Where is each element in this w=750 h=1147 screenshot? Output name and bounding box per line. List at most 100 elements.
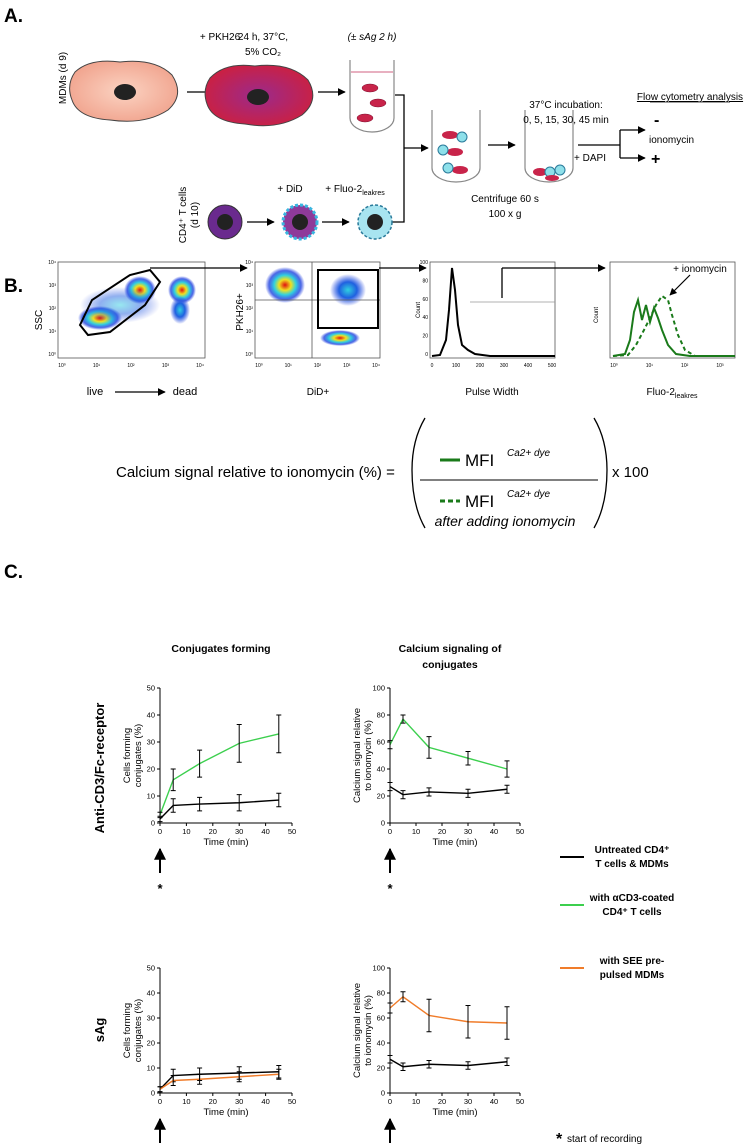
error-bar (236, 794, 242, 812)
tick-label: 10¹ (646, 363, 654, 369)
step-label: Flow cytometry analysis (637, 92, 743, 103)
error-bar (465, 1061, 471, 1070)
error-bar (236, 723, 242, 763)
histogram (431, 267, 555, 357)
x-tick-label: 40 (490, 827, 498, 836)
tick-label: 20 (422, 334, 428, 340)
tick-label: 10³ (343, 363, 351, 369)
tube (524, 110, 574, 183)
error-bar (465, 1005, 471, 1039)
formula: Calcium signal relative to ionomycin (%)… (116, 417, 649, 529)
error-bar (157, 1086, 163, 1093)
legend-label: with SEE pre- (599, 956, 664, 967)
y-axis-label: Calcium signal relative (352, 708, 363, 803)
y-tick-label: 20 (377, 1064, 385, 1073)
chart: 0 20 40 60 80 100 0 10 20 30 40 50 Time (min) Calcium… (352, 643, 524, 896)
x-tick-label: 10 (412, 827, 420, 836)
x-tick-label: 50 (288, 827, 296, 836)
error-bar (400, 1062, 406, 1071)
y-axis-label: Cells forming (122, 728, 133, 783)
axis-label: Count (416, 302, 422, 318)
x-axis-label: Time (min) (432, 837, 477, 848)
y-tick-label: 50 (147, 684, 155, 693)
error-bar (387, 782, 393, 792)
y-tick-label: 80 (377, 711, 385, 720)
x-tick-label: 0 (158, 827, 162, 836)
gate (317, 269, 379, 329)
tick-label: 10⁴ (48, 260, 56, 266)
tick-label: 500 (548, 363, 557, 369)
step-label: (± sAg 2 h) (348, 32, 397, 43)
x-axis-label: Time (min) (203, 837, 248, 848)
subscript: leakres (362, 190, 385, 197)
tick-label: 10⁴ (196, 363, 204, 369)
series-line (389, 717, 508, 770)
series-line (159, 799, 279, 820)
tick-label: 100 (420, 260, 429, 266)
tick-label: 10¹ (285, 363, 293, 369)
y-tick-label: 0 (381, 819, 385, 828)
step-label: + DAPI (574, 153, 606, 164)
nucleus (292, 214, 308, 230)
density (78, 276, 196, 330)
tick-label: 10² (681, 363, 689, 369)
annotation: + ionomycin (673, 264, 727, 275)
panel-a: A. MDMs (d 9) + PKH26 24 h, 37°C, 5% CO₂… (4, 6, 743, 243)
y-tick-label: 50 (147, 964, 155, 973)
y-axis-label: Calcium signal relative (352, 983, 363, 1078)
x-axis-label: Time (min) (432, 1107, 477, 1118)
formula-text: after adding ionomycin (435, 513, 576, 529)
error-bar (197, 749, 203, 778)
nucleus (367, 214, 383, 230)
error-bar (465, 788, 471, 798)
gate (78, 268, 162, 337)
tick-label: 0 (431, 363, 434, 369)
tube (349, 60, 395, 133)
tick-label: 0 (425, 352, 428, 358)
error-bar (504, 784, 510, 794)
tick-label: 10³ (246, 283, 254, 289)
error-bar (426, 998, 432, 1033)
y-tick-label: 10 (147, 1064, 155, 1073)
text: Fluo-2 (647, 387, 676, 398)
x-tick-label: 20 (209, 827, 217, 836)
tcell-label: CD4⁺ T cells (178, 187, 189, 244)
paren (593, 417, 608, 529)
step-label: ionomycin (649, 135, 694, 146)
x-tick-label: 30 (235, 1097, 243, 1106)
error-bar (276, 792, 282, 808)
tick-label: 10⁰ (58, 363, 66, 369)
y-tick-label: 20 (377, 792, 385, 801)
sign: - (654, 112, 659, 129)
tick-label: 60 (422, 297, 428, 303)
panel-c: C. Anti-CD3/Fc-receptor sAg * start of r… (4, 562, 674, 1147)
step-label: 37°C incubation: (529, 100, 603, 111)
y-tick-label: 100 (372, 684, 385, 693)
tick-label: 10² (246, 306, 254, 312)
tick-label: 10⁴ (372, 363, 380, 369)
y-axis-label: to ionomycin (%) (363, 720, 374, 791)
y-tick-label: 40 (377, 765, 385, 774)
series-line (159, 1073, 279, 1090)
legend-label: with αCD3-coated (589, 893, 675, 904)
error-bar (276, 714, 282, 754)
y-tick-label: 40 (147, 711, 155, 720)
nucleus (114, 84, 136, 100)
plot-frame (57, 261, 206, 359)
chart-title: Conjugates forming (171, 643, 270, 655)
axis-label: DiD+ (307, 387, 330, 398)
y-tick-label: 80 (377, 989, 385, 998)
step-label: 100 x g (489, 209, 522, 220)
y-tick-label: 60 (377, 1014, 385, 1023)
tick-label: 10⁰ (48, 352, 56, 358)
series-line (389, 1058, 508, 1068)
error-bar (197, 1073, 203, 1085)
tick-label: 10⁴ (245, 260, 253, 266)
tcell-label: (d 10) (190, 202, 201, 228)
x-axis-label: Time (min) (203, 1107, 248, 1118)
axis-label: Fluo-2leakres (647, 387, 698, 400)
y-tick-label: 60 (377, 738, 385, 747)
error-bar (236, 1071, 242, 1083)
tick-label: 200 (476, 363, 485, 369)
y-tick-label: 40 (147, 989, 155, 998)
